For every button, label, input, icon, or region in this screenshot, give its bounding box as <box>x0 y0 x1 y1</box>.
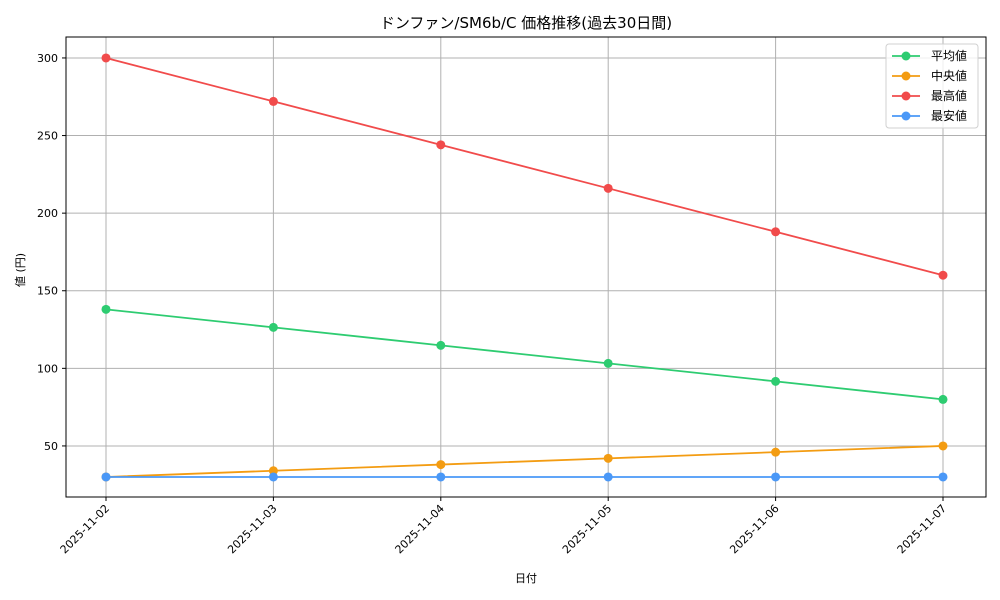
data-point <box>603 358 613 368</box>
x-tick-label: 2025-11-03 <box>225 502 279 556</box>
data-point <box>938 270 948 280</box>
data-point <box>771 447 781 457</box>
series-1 <box>101 441 948 482</box>
series-lines <box>101 53 948 482</box>
x-axis-label: 日付 <box>515 572 537 585</box>
series-0 <box>101 304 948 404</box>
data-point <box>436 460 446 470</box>
y-tick-label: 50 <box>44 440 58 453</box>
y-tick-label: 300 <box>37 52 58 65</box>
y-tick-label: 200 <box>37 207 58 220</box>
legend-marker-icon <box>901 111 911 121</box>
data-point <box>603 453 613 463</box>
data-point <box>268 466 278 476</box>
legend-item: 平均値 <box>892 48 967 63</box>
data-point <box>268 96 278 106</box>
legend-label: 平均値 <box>931 48 967 63</box>
data-point <box>771 227 781 237</box>
series-2 <box>101 53 948 280</box>
x-tick-label: 2025-11-06 <box>727 502 781 556</box>
data-point <box>938 441 948 451</box>
data-point <box>603 183 613 193</box>
data-point <box>101 53 111 63</box>
series-line <box>105 308 944 401</box>
series-line <box>105 445 944 478</box>
data-point <box>603 472 613 482</box>
data-point <box>436 340 446 350</box>
data-point <box>771 472 781 482</box>
x-tick-label: 2025-11-05 <box>560 502 614 556</box>
legend-marker-icon <box>901 91 911 101</box>
y-tick-label: 150 <box>37 285 58 298</box>
legend-label: 最安値 <box>931 108 967 123</box>
legend-label: 最高値 <box>931 88 967 103</box>
data-point <box>771 376 781 386</box>
chart-title: ドンファン/SM6b/C 価格推移(過去30日間) <box>380 14 672 32</box>
y-tick-label: 100 <box>37 362 58 375</box>
data-point <box>268 322 278 332</box>
legend-marker-icon <box>901 51 911 61</box>
legend-label: 中央値 <box>931 68 967 83</box>
series-3 <box>101 472 948 482</box>
y-tick-label: 250 <box>37 130 58 143</box>
x-tick-label: 2025-11-02 <box>58 502 112 556</box>
x-axis-ticks: 2025-11-02 2025-11-03 2025-11-04 2025-11-05… <box>58 497 949 556</box>
x-tick-label: 2025-11-07 <box>895 502 949 556</box>
legend-item: 中央値 <box>892 68 967 83</box>
data-point <box>268 472 278 482</box>
x-tick-label: 2025-11-04 <box>393 502 447 556</box>
y-axis-ticks: 50 100 150 200 250 300 <box>37 52 66 453</box>
legend-item: 最高値 <box>892 88 967 103</box>
legend-box <box>885 43 979 129</box>
legend-marker-icon <box>901 71 911 81</box>
grid-lines <box>66 37 986 497</box>
data-point <box>101 472 111 482</box>
legend-item: 最安値 <box>892 108 967 123</box>
data-point <box>101 304 111 314</box>
data-point <box>436 140 446 150</box>
y-axis-label: 値 (円) <box>14 253 27 287</box>
series-line <box>105 57 944 277</box>
data-point <box>938 472 948 482</box>
data-point <box>938 394 948 404</box>
data-point <box>436 472 446 482</box>
plot-frame <box>65 36 987 498</box>
